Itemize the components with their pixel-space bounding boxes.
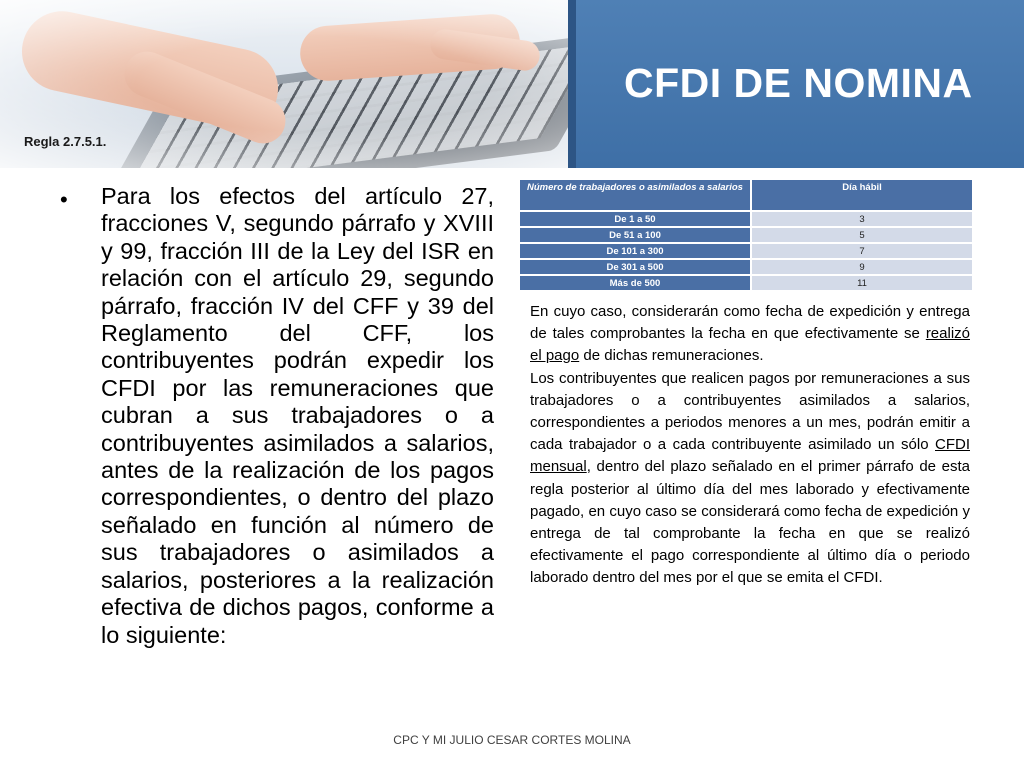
paragraph-1-start: En cuyo caso, considerarán como fecha de… — [530, 303, 970, 343]
table-row: De 1 a 50 3 — [520, 212, 974, 226]
table-cell-range: De 101 a 300 — [520, 244, 752, 258]
table-header-row: Número de trabajadores o asimilados a sa… — [520, 180, 974, 210]
table-cell-range: De 301 a 500 — [520, 260, 752, 274]
table-cell-range: De 51 a 100 — [520, 228, 752, 242]
table-row: Más de 500 11 — [520, 276, 974, 290]
bullet-dot: • — [60, 187, 68, 212]
table-row: De 51 a 100 5 — [520, 228, 974, 242]
column-header-workers: Número de trabajadores o asimilados a sa… — [520, 180, 752, 210]
column-header-business-day: Día hábil — [752, 180, 974, 210]
footer-author: CPC Y MI JULIO CESAR CORTES MOLINA — [393, 733, 631, 747]
page-title: CFDI DE NOMINA — [624, 60, 973, 106]
underlined-monthly-cfdi: CFDI mensual — [530, 436, 970, 476]
table-cell-range: Más de 500 — [520, 276, 752, 290]
table: Número de trabajadores o asimilados a sa… — [520, 178, 974, 292]
paragraph-issue-date: En cuyo caso, considerarán como fecha de… — [530, 301, 970, 368]
photo-vignette — [0, 0, 570, 168]
table-cell-range: De 1 a 50 — [520, 212, 752, 226]
table-cell-days: 11 — [752, 276, 974, 290]
table-row: De 301 a 500 9 — [520, 260, 974, 274]
header-photo-keyboard-hands — [0, 0, 570, 168]
underlined-payment-made: realizó el pago — [530, 325, 970, 365]
rule-label: Regla 2.7.5.1. — [24, 134, 107, 149]
table-cell-days: 9 — [752, 260, 974, 274]
title-banner — [568, 0, 1024, 168]
paragraph-2-end: , dentro del plazo señalado en el primer… — [530, 458, 970, 587]
table-cell-days: 7 — [752, 244, 974, 258]
deadline-table: Número de trabajadores o asimilados a sa… — [520, 178, 974, 292]
paragraph-1-end: de dichas remuneraciones. — [579, 347, 764, 365]
table-row: De 101 a 300 7 — [520, 244, 974, 258]
bullet-text: Para los efectos del artículo 27, fracci… — [101, 183, 494, 648]
paragraph-2-start: Los contribuyentes que realicen pagos po… — [530, 369, 970, 454]
bullet-item: • Para los efectos del artículo 27, frac… — [60, 183, 494, 649]
table-cell-days: 5 — [752, 228, 974, 242]
explanation-paragraphs: En cuyo caso, considerarán como fecha de… — [530, 301, 970, 590]
paragraph-monthly-cfdi: Los contribuyentes que realicen pagos po… — [530, 368, 970, 590]
table-cell-days: 3 — [752, 212, 974, 226]
title-banner-edge — [568, 0, 576, 168]
